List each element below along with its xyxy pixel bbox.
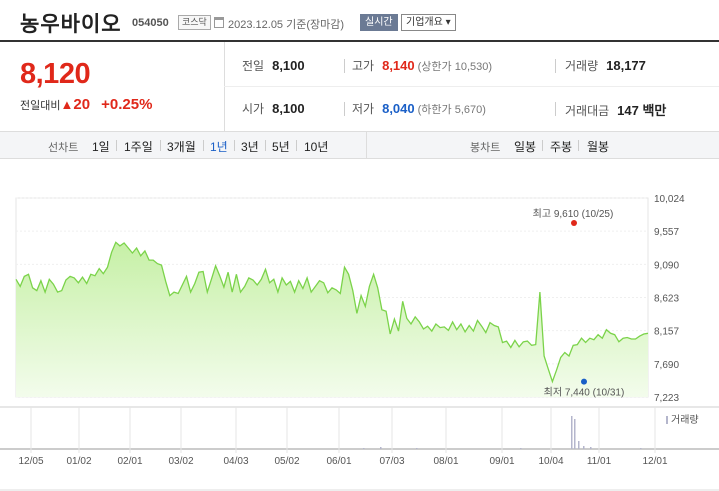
change-value: 20: [73, 96, 91, 113]
divider: [160, 140, 161, 151]
volume-bar: [416, 448, 418, 449]
low-price: 저가 8,040 (하한가 5,670): [352, 101, 486, 116]
x-tick-label: 10/04: [538, 456, 563, 467]
change-rate: +0.25%: [101, 96, 153, 113]
y-tick-label: 7,223: [654, 393, 679, 404]
divider: [542, 140, 543, 151]
divider: [203, 140, 204, 151]
divider: [578, 140, 579, 151]
volume-bar: [380, 447, 382, 449]
up-arrow-icon: ▲: [60, 97, 74, 112]
company-overview-dropdown[interactable]: 기업개요 ▾: [401, 14, 456, 31]
x-tick-label: 06/01: [326, 456, 351, 467]
period-toolbar: 선차트 1일 1주일 3개월 1년 3년 5년 10년 봉차트 일봉 주봉 월봉: [0, 132, 719, 159]
change-label: 전일대비: [20, 100, 61, 112]
period-5y[interactable]: 5년: [272, 140, 290, 154]
price-summary: 8,120 전일대비▲20 +0.25% 전일 8,100 고가 8,140 (상한가…: [0, 42, 719, 132]
stock-code: 054050: [132, 17, 169, 29]
volume-bar: [520, 448, 522, 449]
current-price: 8,120: [20, 58, 91, 90]
x-tick-label: 08/01: [433, 456, 458, 467]
period-1w[interactable]: 1주일: [124, 140, 153, 154]
divider: [366, 132, 367, 159]
divider: [555, 59, 556, 73]
high-marker: [571, 220, 577, 226]
volume: 거래량 18,177: [565, 58, 646, 73]
divider: [296, 140, 297, 151]
y-tick-label: 8,623: [654, 294, 679, 305]
x-tick-label: 02/01: [117, 456, 142, 467]
divider: [116, 140, 117, 151]
candle-weekly[interactable]: 주봉: [550, 140, 573, 154]
candle-chart-title: 봉차트: [470, 142, 501, 154]
volume-bar: [574, 419, 576, 449]
stock-header: 농우바이오 054050 코스닥 2023.12.05 기준(장마감) 실시간 …: [0, 0, 719, 42]
volume-bar: [583, 446, 585, 449]
divider: [234, 140, 235, 151]
price-area: [16, 242, 648, 397]
x-tick-label: 07/03: [379, 456, 404, 467]
trade-amount: 거래대금 147 백만: [565, 103, 667, 118]
y-tick-label: 9,557: [654, 227, 679, 238]
divider: [555, 102, 556, 116]
period-1y[interactable]: 1년: [210, 140, 228, 154]
period-1d[interactable]: 1일: [92, 140, 110, 154]
candle-daily[interactable]: 일봉: [514, 140, 537, 154]
divider: [265, 140, 266, 151]
volume-bar: [363, 448, 365, 449]
high-price: 고가 8,140 (상한가 10,530): [352, 58, 493, 73]
x-tick-label: 05/02: [274, 456, 299, 467]
market-badge: 코스닥: [178, 15, 211, 30]
prev-close: 전일 8,100: [242, 58, 305, 73]
volume-bar: [640, 448, 642, 449]
realtime-button[interactable]: 실시간: [360, 14, 398, 31]
volume-bar: [571, 416, 573, 449]
period-3m[interactable]: 3개월: [167, 140, 196, 154]
price-chart[interactable]: 최고 9,610 (10/25) 최저 7,440 (10/31) 거래량 12/…: [0, 159, 719, 491]
x-tick-label: 12/05: [18, 456, 43, 467]
x-tick-label: 03/02: [168, 456, 193, 467]
y-tick-label: 9,090: [654, 260, 679, 271]
line-chart-title: 선차트: [48, 142, 79, 154]
open-price: 시가 8,100: [242, 101, 305, 116]
calendar-icon: [214, 17, 224, 28]
volume-bar: [590, 447, 592, 449]
candle-monthly[interactable]: 월봉: [587, 140, 610, 154]
period-10y[interactable]: 10년: [304, 140, 329, 154]
x-tick-label: 12/01: [642, 456, 667, 467]
y-tick-label: 7,690: [654, 360, 679, 371]
divider: [224, 86, 719, 87]
x-tick-label: 01/02: [66, 456, 91, 467]
x-tick-label: 09/01: [489, 456, 514, 467]
low-marker: [581, 378, 587, 385]
period-3y[interactable]: 3년: [241, 140, 259, 154]
low-label: 최저 7,440 (10/31): [544, 387, 625, 399]
volume-legend: 거래량: [671, 414, 699, 426]
high-label: 최고 9,610 (10/25): [533, 208, 614, 220]
x-tick-label: 11/01: [587, 456, 612, 467]
volume-bar: [578, 441, 580, 449]
price-change: 전일대비▲20 +0.25%: [20, 96, 152, 113]
divider: [344, 102, 345, 116]
y-tick-label: 10,024: [654, 194, 685, 205]
volume-legend-swatch: [666, 416, 668, 424]
divider: [224, 42, 225, 132]
price-line: [15, 241, 649, 384]
base-date: 2023.12.05 기준(장마감): [228, 19, 345, 31]
y-tick-label: 8,157: [654, 327, 679, 338]
divider: [344, 59, 345, 73]
stock-name: 농우바이오: [20, 13, 122, 36]
x-tick-label: 04/03: [223, 456, 248, 467]
